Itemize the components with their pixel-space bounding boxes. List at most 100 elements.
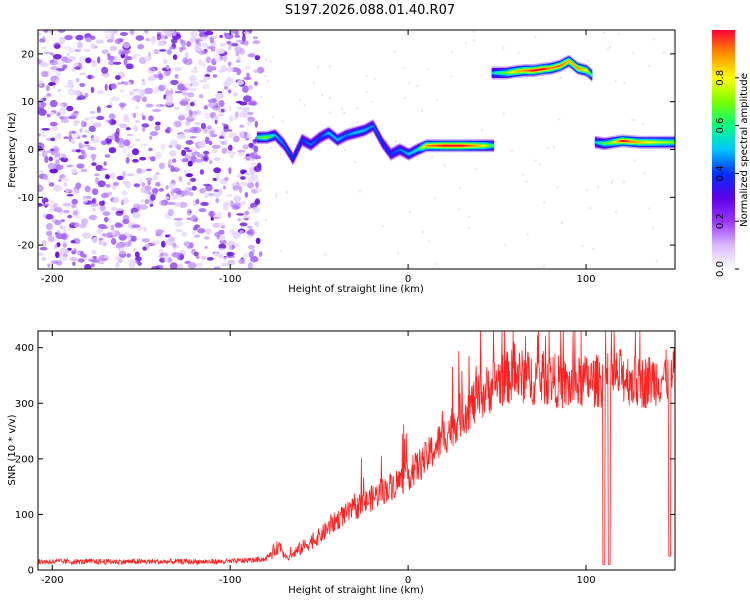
spectrogram-trace-cell <box>509 71 512 74</box>
spectrogram-speck <box>373 77 377 80</box>
spectrogram-trace-cell <box>662 141 664 144</box>
spectrogram-trace-cell <box>637 141 639 144</box>
spectrogram-noise-blob <box>55 78 61 85</box>
spectrogram-noise-blob <box>105 184 111 188</box>
spectrogram-noise-blob <box>106 104 112 109</box>
spectrogram-trace-cell <box>361 130 363 132</box>
spectrogram-noise-blob <box>63 210 70 214</box>
spectrogram-noise-blob <box>100 255 104 259</box>
spectrogram-noise-blob <box>251 206 261 214</box>
spectrogram-speck <box>321 93 324 97</box>
spectrogram-speck <box>611 179 614 182</box>
spectrogram-noise-blob <box>215 92 224 100</box>
spectrogram-speck <box>602 31 606 34</box>
spectrogram-noise-blob <box>222 55 228 63</box>
spectrogram-noise-blob <box>194 158 203 163</box>
spectrogram-noise-blob <box>239 124 245 128</box>
spectrogram-noise-blob <box>68 115 77 120</box>
spectrogram-noise-blob <box>113 61 122 65</box>
spectrogram-trace-cell <box>381 141 384 144</box>
spectrogram-speck <box>542 265 546 268</box>
spectrogram-noise-blob <box>71 67 75 73</box>
spectrogram-trace-cell <box>483 144 485 147</box>
spectrogram-trace-cell <box>288 152 291 155</box>
spectrogram-trace-cell <box>341 136 343 139</box>
spectrogram-trace-cell <box>282 142 284 145</box>
spectrogram-trace-cell <box>670 141 672 144</box>
spectrogram-noise-blob <box>196 153 204 158</box>
spectrogram-trace-cell <box>461 144 464 147</box>
spectrogram-speck <box>494 140 498 144</box>
spectrogram-noise-blob <box>159 257 166 263</box>
spectrogram-noise-blob <box>247 116 256 123</box>
spectrogram-noise-blob <box>243 77 252 80</box>
spectrogram-noise-blob <box>183 147 190 150</box>
spectrogram-trace-cell <box>350 132 353 135</box>
spectrogram-trace-cell <box>668 141 670 144</box>
spectrogram-noise-blob <box>129 90 135 96</box>
spectrogram-trace-cell <box>506 71 508 74</box>
spectrogram-noise-blob <box>249 100 257 105</box>
snr-series-line <box>38 331 675 566</box>
spectrogram-trace-cell <box>411 151 413 154</box>
spectrogram-noise-blob <box>38 203 43 207</box>
spectrogram-noise-blob <box>144 87 154 95</box>
spectrogram-noise-blob <box>128 261 136 269</box>
spectrogram-noise-blob <box>244 210 250 216</box>
spectrogram-trace-cell <box>562 63 564 66</box>
spectrogram-noise-blob <box>152 174 158 181</box>
spectrogram-noise-blob <box>110 96 120 102</box>
spectrogram-noise-blob <box>199 94 204 99</box>
spectrogram-noise-blob <box>110 206 118 212</box>
spectrogram-noise-blob <box>151 39 156 46</box>
spectrogram-noise-blob <box>240 176 246 180</box>
spectrogram-noise-blob <box>101 49 109 55</box>
spectrogram-noise-blob <box>118 234 127 241</box>
spectrogram-noise-blob <box>239 48 246 55</box>
spectrogram-noise-blob <box>46 177 51 184</box>
spectrogram-trace-cell <box>441 144 443 147</box>
spectrogram-trace-cell <box>541 68 544 71</box>
spectrogram-trace-cell <box>535 69 537 72</box>
spectrogram-noise-blob <box>175 167 179 171</box>
spectrogram-trace-cell <box>497 72 499 74</box>
spectrogram-trace-cell <box>437 144 439 147</box>
spectrogram-trace-cell <box>393 151 395 154</box>
spectrogram-noise-blob <box>175 144 182 149</box>
spectrogram-noise-blob <box>233 195 242 203</box>
spectrogram-speck <box>365 74 368 78</box>
spectrogram-trace-cell <box>395 150 397 153</box>
spectrogram-noise-blob <box>92 208 96 212</box>
spectrogram-trace-cell <box>347 133 349 136</box>
spectrogram-noise-blob <box>151 239 161 245</box>
spectrogram-speck <box>275 195 278 198</box>
spectrogram-noise-blob <box>222 206 229 212</box>
spectrogram-noise-blob <box>54 220 62 226</box>
spectrogram-trace-cell <box>294 154 296 157</box>
spectrogram-noise-blob <box>243 253 248 260</box>
spectrogram-noise-blob <box>258 251 263 257</box>
spectrogram-noise-blob <box>218 188 223 195</box>
spectrogram-noise-blob <box>38 252 44 256</box>
spectrogram-noise-blob <box>49 148 55 152</box>
spectrogram-trace-cell <box>633 140 635 143</box>
spectrogram-ytick-label: -20 <box>18 241 34 252</box>
colorbar: 0.0 0.2 0.4 0.6 0.8 Normalized spectral ampl… <box>712 30 750 277</box>
spectrogram-noise-blob <box>91 249 97 255</box>
spectrogram-speck <box>587 60 590 63</box>
spectrogram-speck <box>443 164 446 167</box>
spectrogram-noise-blob <box>226 251 235 257</box>
spectrogram-noise-blob <box>97 90 104 95</box>
spectrogram-trace-cell <box>322 135 324 137</box>
spectrogram-noise-blob <box>190 77 195 83</box>
spectrogram-noise-blob <box>41 240 47 247</box>
spectrogram-noise-blob <box>71 250 76 255</box>
spectrogram-trace-cell <box>408 153 410 156</box>
spectrogram-noise-blob <box>51 126 59 131</box>
spectrogram-noise-blob <box>79 83 86 87</box>
spectrogram-noise-blob <box>171 30 175 34</box>
spectrogram-noise-blob <box>246 230 253 235</box>
spectrogram-noise-blob <box>228 105 232 112</box>
spectrogram-trace-cell <box>296 149 298 152</box>
spectrogram-noise-blob <box>158 249 164 254</box>
